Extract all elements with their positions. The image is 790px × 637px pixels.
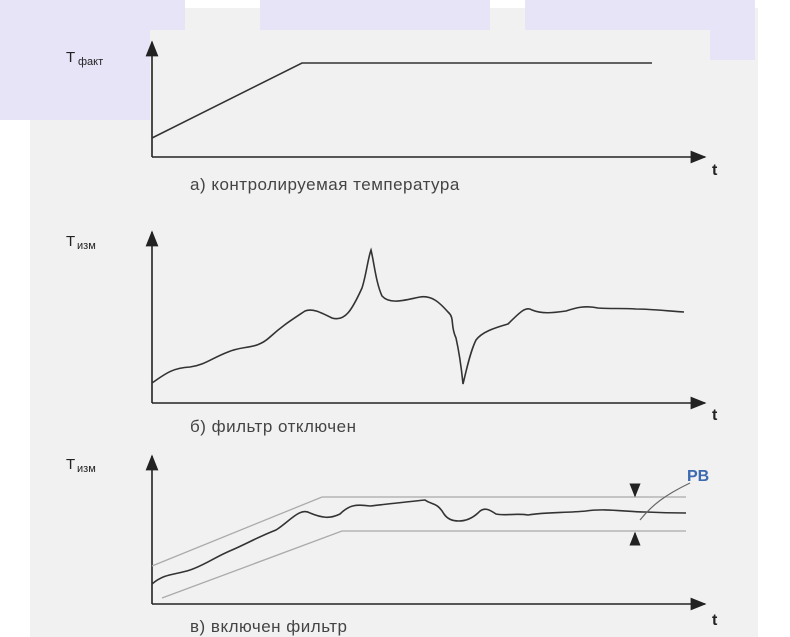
panel-b: T изм t б) фильтр отключен <box>66 230 718 436</box>
filtered-temperature-line <box>151 499 687 585</box>
panel-c-x-label: t <box>712 612 718 629</box>
tolerance-band-lower <box>161 530 686 599</box>
panel-a: T факт t а) контролируемая температура <box>66 40 718 194</box>
panel-b-y-label-sub: изм <box>77 240 96 252</box>
tolerance-band-upper <box>151 496 686 567</box>
panel-c-caption: в) включен фильтр <box>190 617 347 636</box>
panel-c: T изм t в) включен фильтр РВ <box>66 454 718 636</box>
unfiltered-temperature-line <box>151 247 685 385</box>
panel-c-y-label-sub: изм <box>77 463 96 475</box>
controlled-temperature-line <box>151 62 652 139</box>
panel-c-y-label: T <box>66 456 75 473</box>
panel-a-x-label: t <box>712 162 718 179</box>
band-label-leader <box>639 482 691 521</box>
plot-area-a <box>150 30 710 160</box>
panel-a-caption: а) контролируемая температура <box>190 175 460 194</box>
band-label: РВ <box>687 468 709 485</box>
panel-b-caption: б) фильтр отключен <box>190 417 357 436</box>
panel-b-x-label: t <box>712 407 718 424</box>
panel-b-y-label: T <box>66 233 75 250</box>
panel-a-y-label: T <box>66 49 75 66</box>
panel-a-y-label-sub: факт <box>78 56 103 68</box>
